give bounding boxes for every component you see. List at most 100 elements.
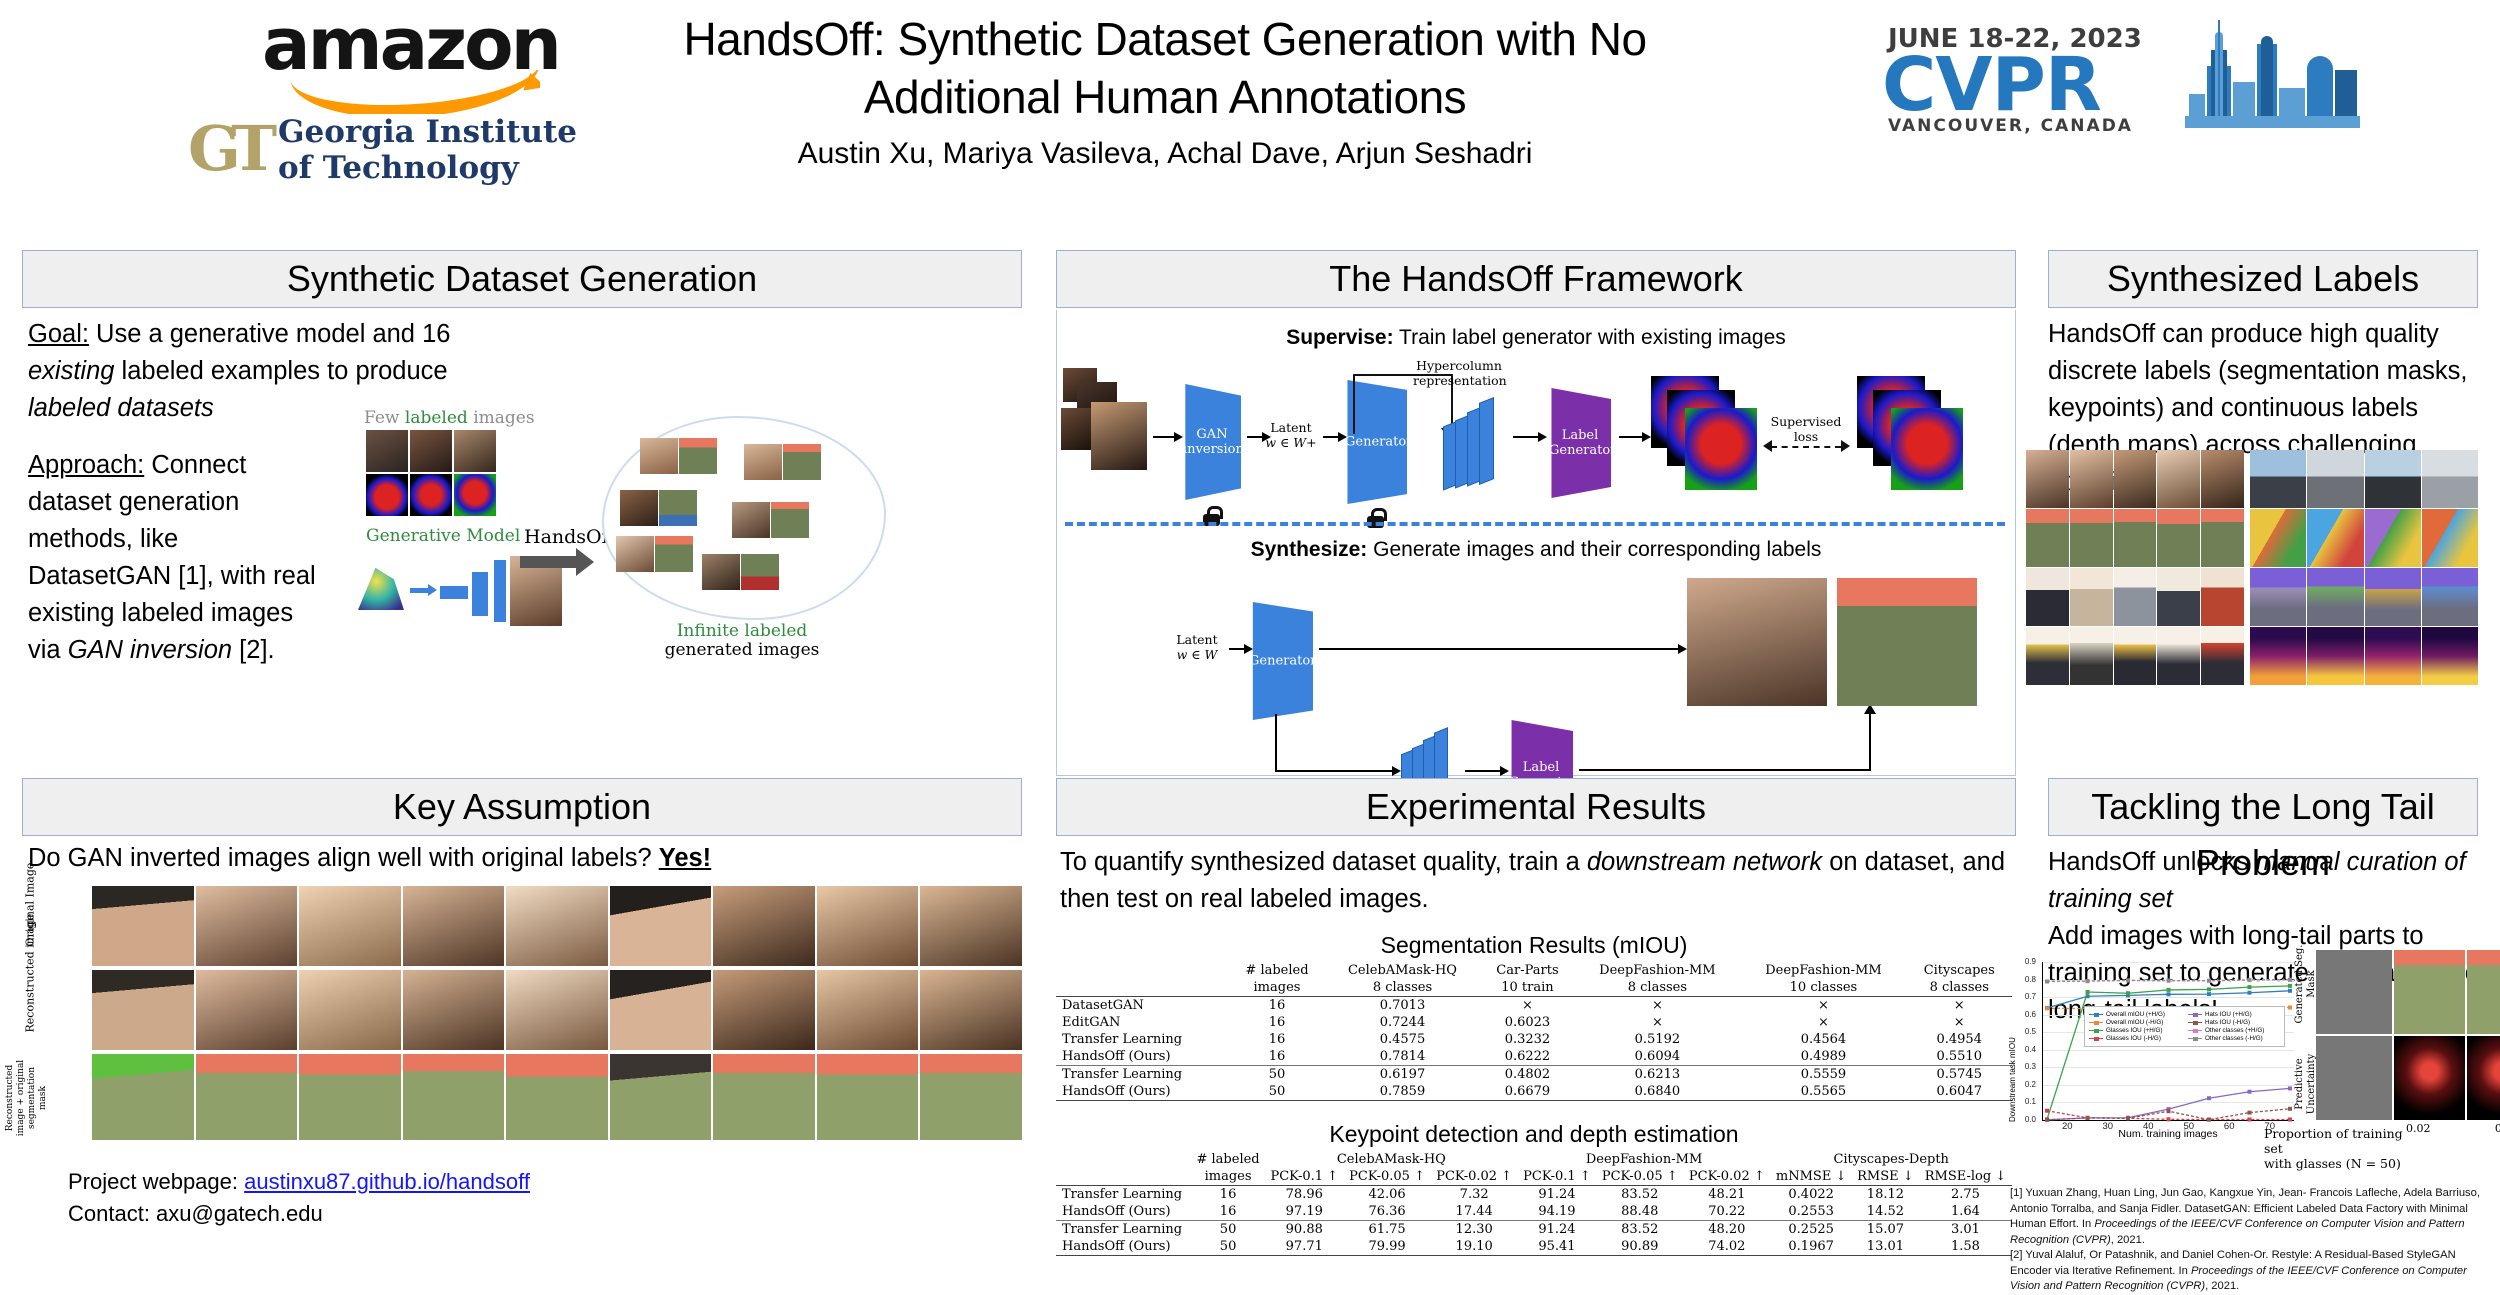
row-value: 90.88 <box>1265 1220 1344 1238</box>
chart-y-tick: 0.0 <box>2024 1115 2036 1124</box>
gen-layer-2 <box>472 572 488 616</box>
column-header: CelebAMask-HQ <box>1347 963 1457 978</box>
row-value: 7.32 <box>1430 1185 1518 1203</box>
labeled-examples-grid <box>366 430 496 516</box>
column-subheader: 8 classes <box>1372 980 1433 995</box>
contact-email: axu@gatech.edu <box>156 1201 323 1226</box>
row-value: 0.6094 <box>1634 1049 1681 1064</box>
section-heading-key-assumption: Key Assumption <box>22 778 1022 836</box>
chart-y-tick: 0.1 <box>2024 1097 2036 1107</box>
latent-syn-line1: Latent <box>1176 632 1218 647</box>
long-tail-line1: HandsOff unlocks manual curation of trai… <box>2048 844 2484 918</box>
cvpr-date-label: JUNE 18-22, 2023 <box>1888 24 2142 54</box>
row-value: 0.6213 <box>1574 1065 1741 1083</box>
row-value: 3.01 <box>1918 1220 2012 1238</box>
table-row: Transfer Learning 16 78.96 42.06 7.32 91.24 83… <box>1056 1185 2012 1203</box>
node-label-generator-supervise-label: Label Generator <box>1549 428 1617 458</box>
node-generator-synthesize-label: Generator <box>1249 653 1317 669</box>
project-webpage-line: Project webpage: austinxu87.github.io/ha… <box>68 1166 530 1198</box>
gen-layer-3 <box>494 560 506 622</box>
row-value: 2.75 <box>1918 1185 2012 1203</box>
row-value: 17.44 <box>1455 1204 1493 1219</box>
supervised-loss-line1: Supervised <box>1770 414 1842 429</box>
section-long-tail: Tackling the Long Tail Problem HandsOff … <box>2008 778 2500 1292</box>
chart-legend-label: Hats IOU (-H/G) <box>2205 1019 2251 1026</box>
row-value: 0.4989 <box>1800 1049 1847 1064</box>
row-value: 0.4802 <box>1480 1065 1575 1083</box>
chart-xlabel: Num. training images <box>2118 1128 2218 1140</box>
row-value: 91.24 <box>1517 1220 1597 1238</box>
row-value: 76.36 <box>1368 1204 1406 1219</box>
arrow-latent-to-generator <box>1323 432 1347 442</box>
row-value: 79.99 <box>1343 1238 1431 1256</box>
chart-legend-label: Overall mIOU (-H/G) <box>2106 1019 2164 1026</box>
infinite-caption-line1: Infinite labeled <box>676 621 808 641</box>
chart-y-tick: 0.8 <box>2024 974 2036 984</box>
caption-few: Few <box>364 408 405 428</box>
chart-gridline <box>2043 962 2294 963</box>
amazon-logo: amazon <box>262 8 592 118</box>
project-webpage-link[interactable]: austinxu87.github.io/handsoff <box>244 1169 530 1194</box>
generative-model-diagram <box>358 550 562 630</box>
section-heading-synthesized-labels: Synthesized Labels <box>2048 250 2478 308</box>
section-heading-long-tail: Tackling the Long Tail Problem <box>2048 778 2478 883</box>
page-title: HandsOff: Synthetic Dataset Generation w… <box>683 13 1647 123</box>
table-row: HandsOff (Ours) 50 0.7859 0.6679 0.6840 0.556… <box>1056 1083 2012 1101</box>
approach-text-2: [2]. <box>232 636 275 664</box>
table-group-header-row: # labeled CelebAMask-HQ DeepFashion-MM City… <box>1056 1151 2012 1168</box>
row-nlabeled: 16 <box>1191 1185 1266 1203</box>
node-generator-supervise-label: Generator <box>1345 434 1413 450</box>
chart-y-tick: 0.2 <box>2024 1079 2036 1089</box>
project-webpage-label: Project webpage: <box>68 1169 245 1194</box>
long-tail-chart: Downstream task mIOU 0.0 0.1 0.2 0.3 0.4 0.5 0… <box>2008 950 2310 1140</box>
row-method: DatasetGAN <box>1056 996 1230 1014</box>
title-block: HandsOff: Synthetic Dataset Generation w… <box>660 10 1670 172</box>
chart-legend-marker-icon <box>2188 1036 2202 1042</box>
hypercolumn-line2: representation <box>1413 373 1507 388</box>
goal-paragraph: Goal: Use a generative model and 16 exis… <box>28 316 508 427</box>
table-header-row: # labeled CelebAMask-HQ Car-Parts DeepFashi… <box>1056 962 2012 979</box>
chart-y-tick: 0.9 <box>2024 957 2036 966</box>
section-heading-synthetic-dataset-generation: Synthetic Dataset Generation <box>22 250 1022 308</box>
chart-y-axis <box>2042 962 2043 1120</box>
row-value: 91.24 <box>1517 1185 1597 1203</box>
row-value: × <box>1817 1015 1829 1030</box>
proportion-tick: 0.02 <box>2406 1122 2431 1135</box>
row-nlabeled: 16 <box>1219 1204 1237 1219</box>
chart-legend-label: Other classes (+H/G) <box>2205 1027 2265 1034</box>
chart-legend-item: Hats IOU (-H/G) <box>2188 1019 2280 1026</box>
key-assumption-question: Do GAN inverted images align well with o… <box>28 844 1018 873</box>
table-subheader-row: images PCK-0.1 ↑ PCK-0.05 ↑ PCK-0.02 ↑ PCK-0… <box>1056 1168 2012 1186</box>
latent-arrow-head-icon <box>428 584 437 596</box>
row-value: 0.6222 <box>1504 1049 1551 1064</box>
chart-legend-marker-icon <box>2188 1012 2202 1018</box>
arrow-labelgen-to-mask-h <box>1579 769 1871 771</box>
synthesize-label: Synthesize: <box>1250 538 1368 561</box>
cloud-pair-3 <box>620 490 697 526</box>
row-value: 0.2525 <box>1770 1220 1852 1238</box>
chart-legend-marker-icon <box>2089 1036 2103 1042</box>
row-value: 12.30 <box>1430 1220 1518 1238</box>
row-value: 48.21 <box>1683 1185 1771 1203</box>
latent-sup-line2: w ∈ W+ <box>1265 435 1317 450</box>
key-assumption-figure: Original Image Reconstructed image Recon… <box>5 863 1026 1148</box>
section-divider-dashed <box>1065 522 2005 526</box>
chart-legend-item: Other classes (-H/G) <box>2188 1035 2280 1042</box>
sup-input-c <box>1061 408 1095 450</box>
cloud-pair-5 <box>616 536 693 572</box>
section-synthetic-dataset-generation: Synthetic Dataset Generation Goal: Use a… <box>22 250 1022 664</box>
row-value: 0.1967 <box>1770 1238 1852 1256</box>
arrow-labelgen-to-pred <box>1619 432 1651 442</box>
chart-gridline <box>2043 1084 2294 1086</box>
arrow-gen-to-image <box>1319 644 1687 654</box>
node-generator-supervise: Generator <box>1345 380 1413 504</box>
row-nlabeled: 16 <box>1268 1032 1286 1047</box>
row-value: × <box>1906 996 2012 1014</box>
chart-legend-label: Hats IOU (+H/G) <box>2205 1011 2252 1018</box>
row-method: Transfer Learning <box>1056 1065 1230 1083</box>
arrow-hyper-to-labelgen-syn <box>1465 766 1509 776</box>
row-value: 0.2553 <box>1788 1204 1834 1219</box>
row-nlabeled: 16 <box>1229 996 1325 1014</box>
column-subheader: RMSE ↓ <box>1857 1169 1914 1184</box>
hypercolumn-stack-icon <box>1443 396 1505 504</box>
